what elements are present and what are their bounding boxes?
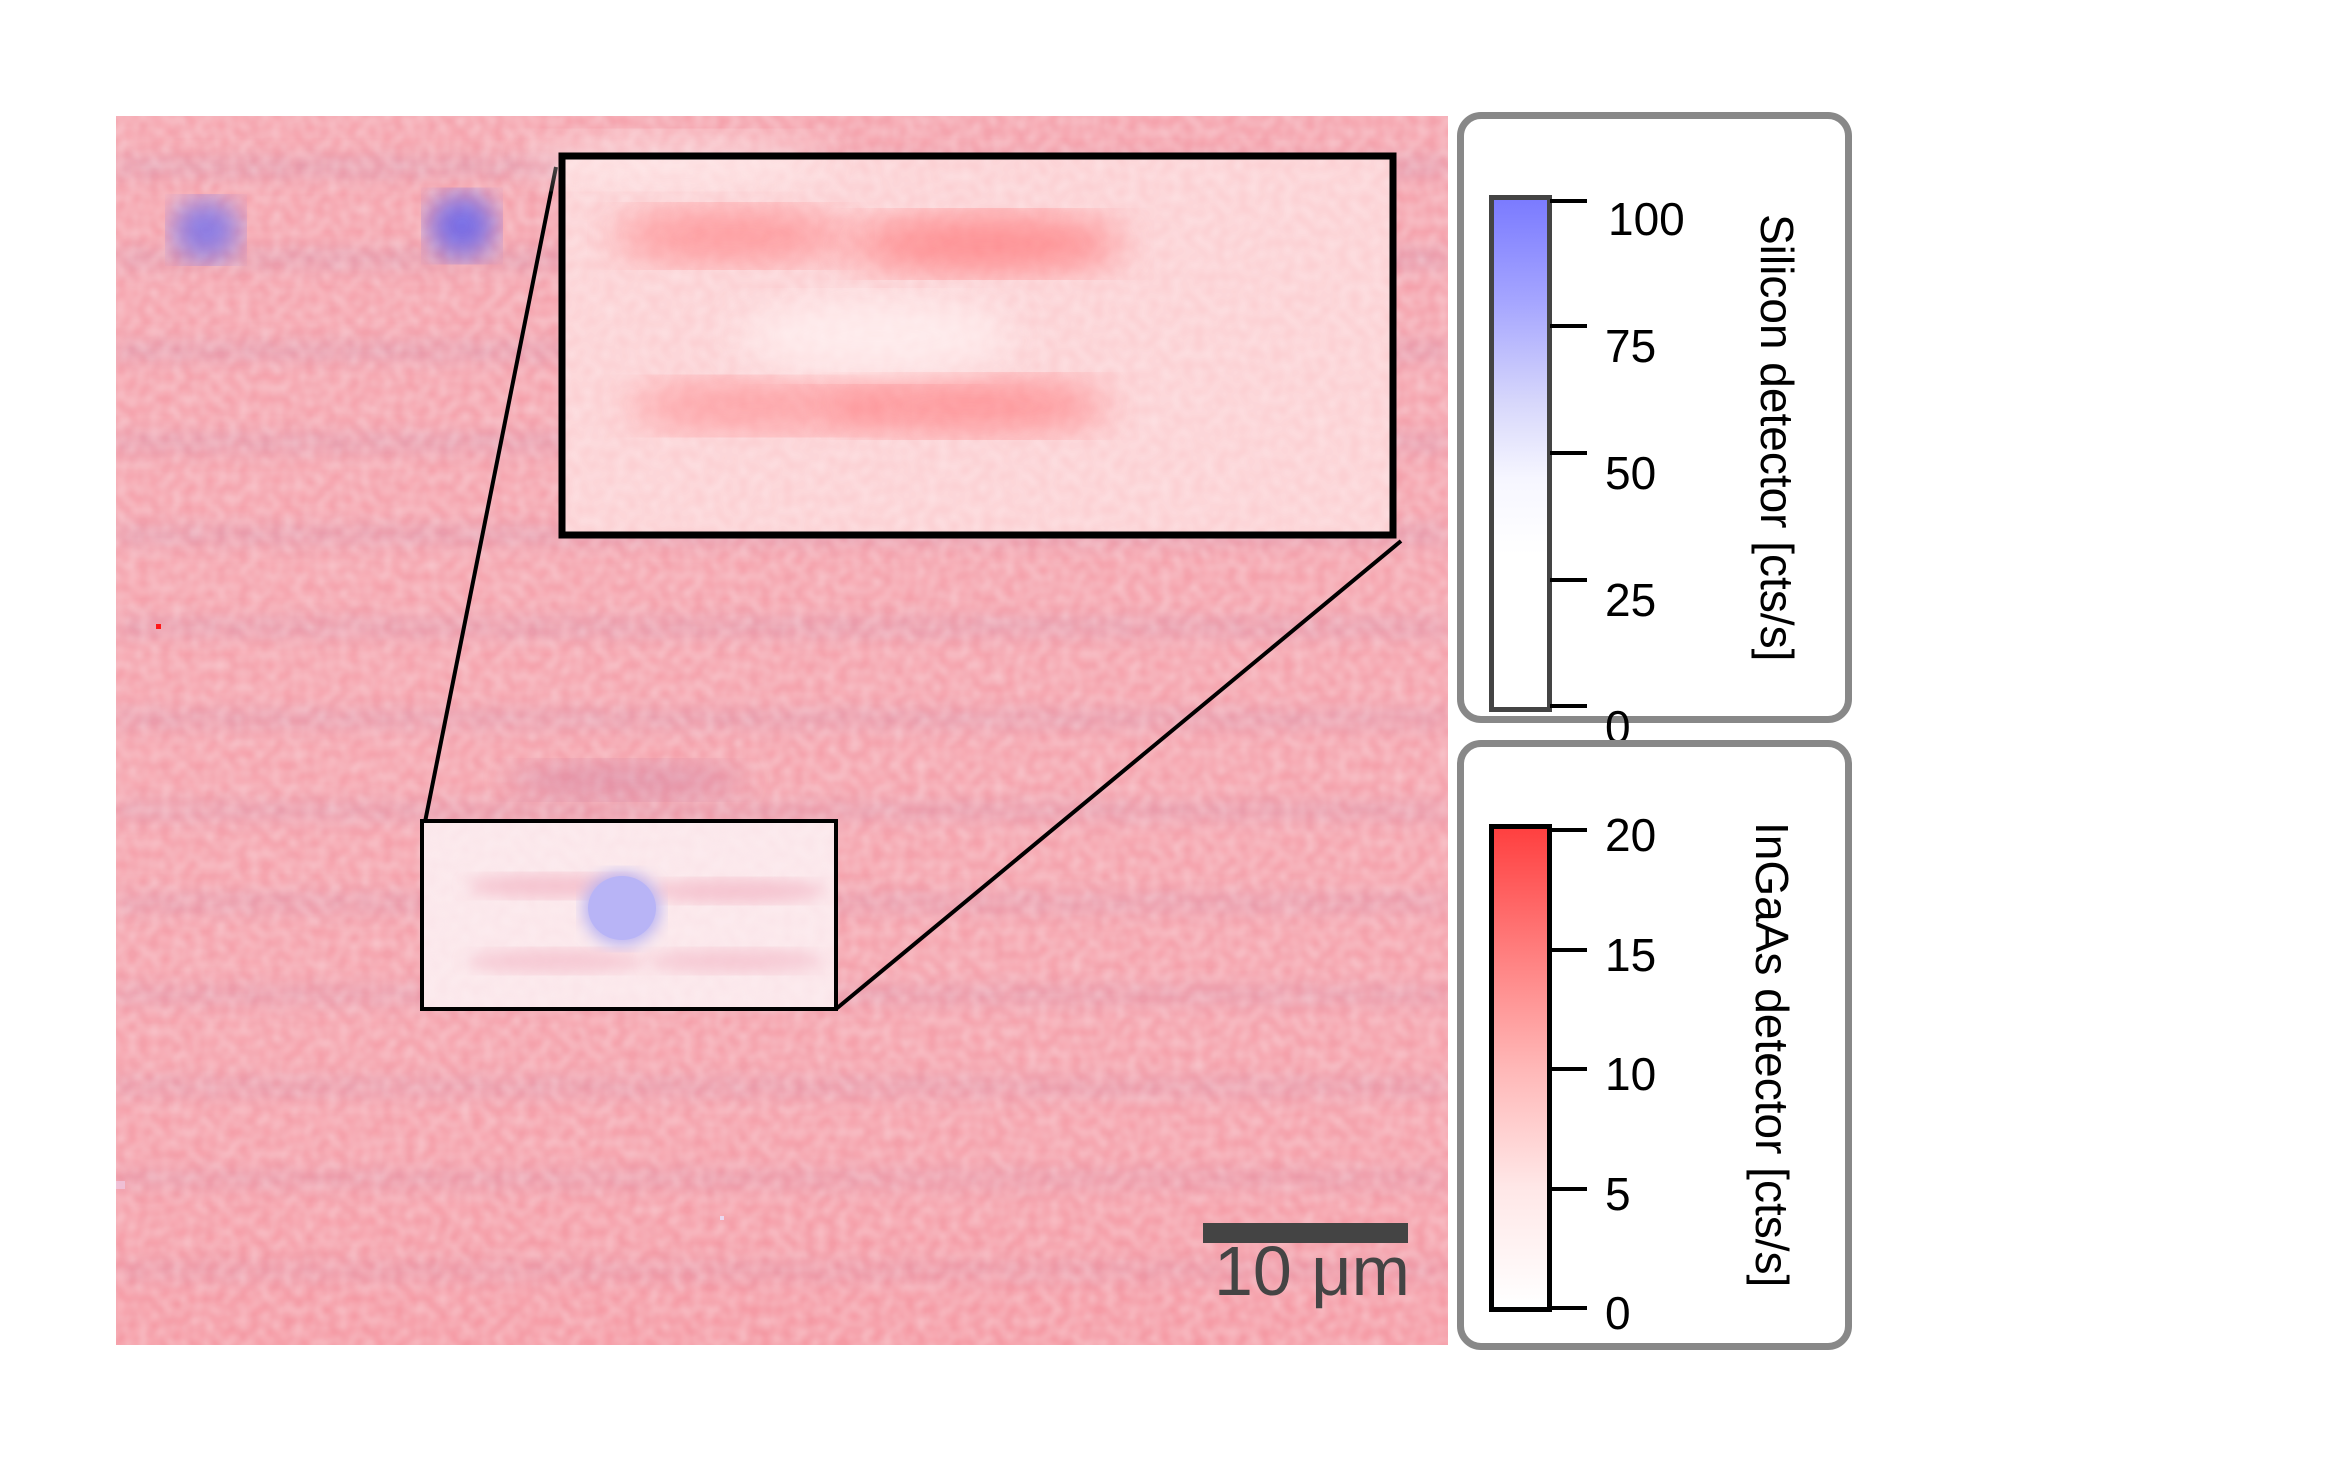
tick-silicon-100 [1550, 199, 1587, 203]
connector-line-left [423, 166, 558, 823]
tick-label-ingaas-5: 5 [1605, 1168, 1631, 1220]
tick-silicon-75 [1550, 324, 1587, 328]
tick-ingaas-10 [1550, 1067, 1587, 1071]
tick-label-ingaas-20: 20 [1605, 809, 1657, 861]
tick-label-silicon-75: 75 [1605, 320, 1657, 372]
silicon-spot-2 [428, 194, 496, 258]
connector-line-right [834, 539, 1403, 1011]
axis-label-ingaas: InGaAs detector [cts/s] [1746, 822, 1798, 1288]
tick-label-ingaas-10: 10 [1605, 1048, 1657, 1100]
tick-silicon-50 [1550, 451, 1587, 455]
axis-label-silicon: Silicon detector [cts/s] [1751, 214, 1803, 662]
tick-label-silicon-25: 25 [1605, 574, 1657, 626]
tick-label-ingaas-0: 0 [1605, 1287, 1631, 1339]
scale-bar [1203, 1223, 1408, 1243]
inset-magnified [526, 134, 1397, 539]
tick-label-silicon-50: 50 [1605, 447, 1657, 499]
colorbar-silicon [1489, 195, 1552, 712]
tick-label-ingaas-15: 15 [1605, 929, 1657, 981]
tick-ingaas-0 [1550, 1306, 1587, 1310]
tick-label-silicon-100: 100 [1608, 193, 1685, 245]
tick-silicon-25 [1550, 578, 1587, 582]
tick-ingaas-15 [1550, 948, 1587, 952]
heatmap-image [116, 116, 1448, 1345]
colorbar-ingaas [1489, 824, 1552, 1312]
tick-ingaas-20 [1550, 828, 1587, 832]
scale-bar-label: 10 μm [1214, 1232, 1410, 1310]
tick-ingaas-5 [1550, 1187, 1587, 1191]
tick-silicon-0 [1550, 704, 1587, 708]
inset-source-box [420, 819, 838, 1011]
silicon-spot-1 [172, 200, 240, 260]
